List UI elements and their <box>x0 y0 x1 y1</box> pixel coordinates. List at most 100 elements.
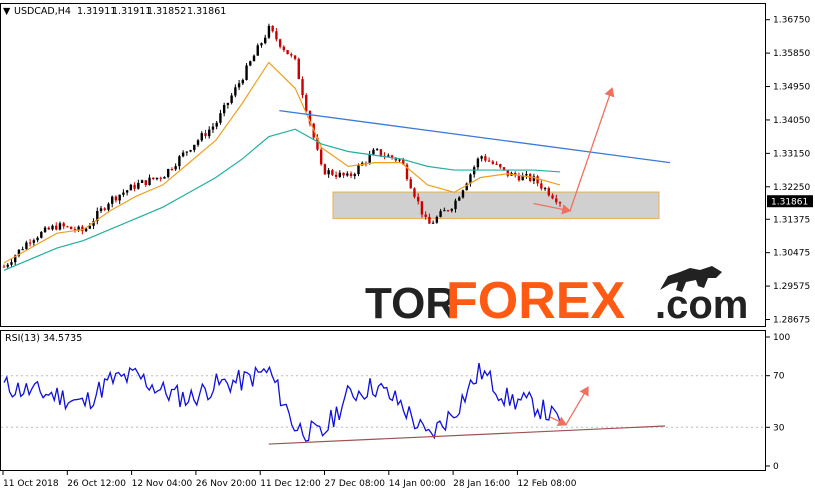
rsi-tick-label: 30 <box>773 423 785 433</box>
candle-body <box>237 83 241 88</box>
header-triangle-icon[interactable]: ▼ <box>3 6 11 17</box>
candle-body <box>305 95 308 112</box>
candle-body <box>73 229 77 231</box>
candle-body <box>424 214 427 217</box>
candle-body <box>10 262 13 265</box>
rsi-trendline <box>268 425 666 445</box>
candle-body <box>222 105 226 114</box>
candle-body <box>338 172 342 177</box>
candle-body <box>387 155 390 157</box>
price-tick-label: 1.35850 <box>773 49 810 59</box>
candle-body <box>77 226 80 231</box>
candle-body <box>245 65 248 80</box>
candle-body <box>181 152 185 157</box>
candle-body <box>122 192 125 195</box>
candle-body <box>327 170 330 175</box>
candle-body <box>439 211 442 217</box>
candle-body <box>409 179 412 189</box>
candle-body <box>428 216 431 224</box>
candle-body <box>349 173 353 177</box>
time-tick-label: 14 Jan 00:00 <box>389 479 446 489</box>
candle-body <box>13 255 17 263</box>
price-panel-frame <box>0 3 766 327</box>
candle-body <box>443 210 446 212</box>
candle-body <box>99 208 103 211</box>
candle-body <box>353 174 356 177</box>
price-tick-label: 1.34950 <box>773 83 810 93</box>
candle-body <box>152 177 155 180</box>
candle-body <box>293 55 297 59</box>
candle-body <box>66 226 69 228</box>
rsi-panel-frame <box>0 330 766 471</box>
candle-body <box>450 209 453 211</box>
price-tick-label: 1.32250 <box>773 183 810 193</box>
candle-body <box>226 102 230 106</box>
candle-body <box>36 237 39 241</box>
support-zone <box>332 191 660 220</box>
candle-body <box>256 45 259 56</box>
candle-body <box>260 43 263 46</box>
candle-body <box>525 174 528 176</box>
price-tick-label: 1.33150 <box>773 149 810 159</box>
candle-body <box>125 190 129 193</box>
candle-body <box>390 155 394 158</box>
candle-body <box>140 180 144 183</box>
candle-body <box>368 154 371 163</box>
price-tick-label: 1.30475 <box>773 249 810 259</box>
candle-body <box>540 183 543 189</box>
candle-body <box>219 113 222 123</box>
axes: 1.31861 1.36750 1.35850 1.34950 1.34050 1.331… <box>2 16 813 489</box>
candle-body <box>372 149 375 155</box>
candle-body <box>51 225 54 230</box>
candle-body <box>178 156 181 167</box>
candle-body <box>499 164 502 168</box>
candle-body <box>323 164 327 175</box>
rsi-forecast-down-arrow <box>549 416 568 427</box>
time-tick-label: 12 Nov 04:00 <box>132 479 193 489</box>
candle-body <box>465 183 468 191</box>
candle-body <box>58 223 62 230</box>
candle-body <box>159 177 162 179</box>
candle-body <box>267 25 271 38</box>
candle-body <box>290 54 293 56</box>
candle-body <box>405 164 409 180</box>
candle-body <box>155 177 159 180</box>
candle-body <box>230 95 233 103</box>
ohlc-low: 1.31852 <box>147 6 186 17</box>
torforex-logo: TOR FOREX .com <box>365 266 748 330</box>
candle-body <box>331 170 334 175</box>
candle-body <box>208 129 211 137</box>
candle-body <box>472 167 476 175</box>
candle-body <box>249 61 252 66</box>
candle-body <box>375 149 379 151</box>
candle-body <box>118 194 121 201</box>
candle-body <box>32 240 36 243</box>
candle-body <box>111 196 114 204</box>
candle-body <box>454 200 457 210</box>
candle-body <box>241 79 245 84</box>
candle-body <box>394 157 398 161</box>
candle-body <box>88 225 92 229</box>
candle-body <box>96 210 99 222</box>
candle-body <box>55 225 58 230</box>
logo-part-tor: TOR <box>365 279 457 328</box>
candle-body <box>286 50 289 55</box>
candle-body <box>28 242 32 244</box>
candle-body <box>148 177 151 186</box>
rsi-tick-label: 70 <box>773 372 785 382</box>
candle-body <box>461 190 465 198</box>
price-tick-label: 1.31375 <box>773 215 810 225</box>
ohlc-high: 1.31911 <box>112 6 151 17</box>
candle-body <box>264 37 267 44</box>
candle-body <box>92 221 95 226</box>
candle-body <box>413 188 416 197</box>
candle-body <box>2 266 6 268</box>
candle-body <box>491 161 495 164</box>
candle-body <box>137 182 140 189</box>
candle-body <box>319 149 323 165</box>
ma-fast-line <box>3 61 561 264</box>
candle-body <box>308 111 312 124</box>
symbol-label: USDCAD,H4 <box>14 6 71 17</box>
candle-body <box>40 232 43 238</box>
